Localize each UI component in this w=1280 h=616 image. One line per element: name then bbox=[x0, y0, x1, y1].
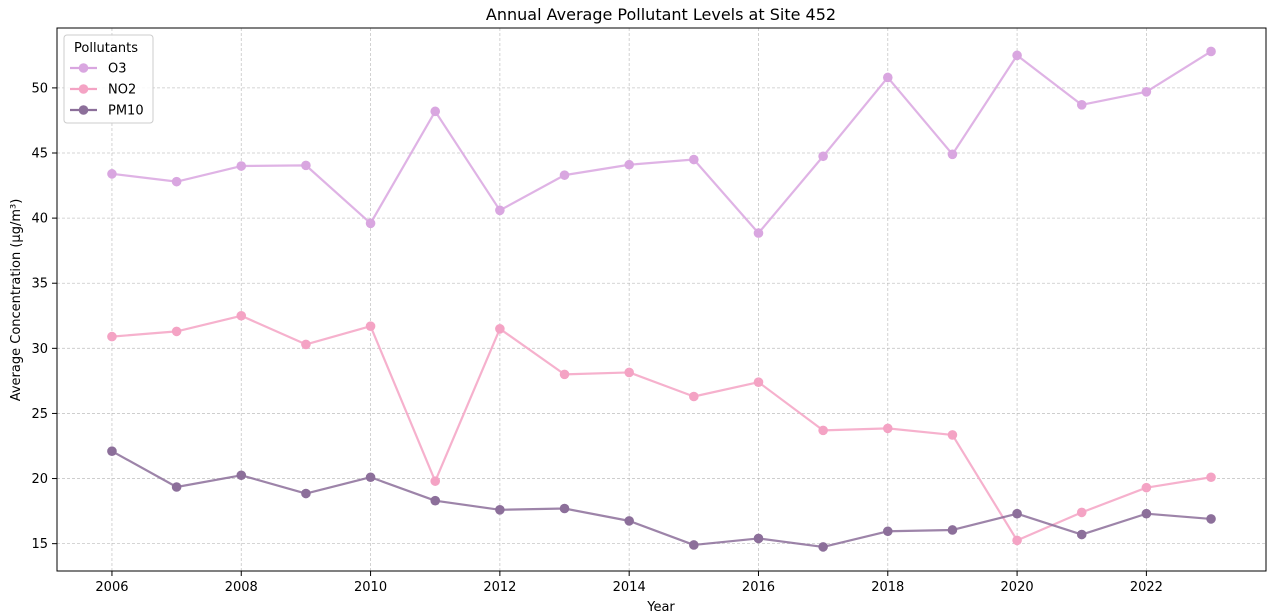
data-point-pm10 bbox=[947, 525, 958, 535]
x-tick-label: 2012 bbox=[483, 580, 516, 595]
series-pm10 bbox=[107, 446, 1216, 552]
data-point-no2 bbox=[365, 321, 376, 331]
data-point-pm10 bbox=[495, 504, 505, 515]
data-point-pm10 bbox=[1076, 529, 1087, 540]
data-point-pm10 bbox=[882, 526, 893, 537]
legend-label: NO2 bbox=[108, 83, 136, 98]
data-point-no2 bbox=[753, 377, 764, 387]
data-point-no2 bbox=[495, 323, 505, 334]
data-point-pm10 bbox=[430, 495, 441, 506]
data-point-no2 bbox=[1012, 535, 1022, 546]
legend-item-o3: O3 bbox=[70, 62, 127, 77]
data-point-o3 bbox=[365, 218, 376, 229]
x-tick-label: 2014 bbox=[613, 580, 646, 595]
data-point-pm10 bbox=[689, 540, 699, 550]
x-axis-label: Year bbox=[646, 600, 675, 615]
x-tick-label: 2006 bbox=[95, 580, 128, 595]
data-point-pm10 bbox=[1206, 514, 1216, 524]
legend-title: Pollutants bbox=[74, 41, 138, 56]
x-tick-label: 2008 bbox=[225, 580, 258, 595]
data-point-no2 bbox=[430, 476, 441, 486]
series-line-o3 bbox=[111, 50, 1212, 235]
y-tick-label: 45 bbox=[31, 147, 48, 162]
data-point-no2 bbox=[1206, 472, 1216, 483]
data-point-o3 bbox=[1141, 87, 1152, 97]
data-point-no2 bbox=[1141, 482, 1152, 493]
y-tick-label: 35 bbox=[31, 277, 48, 292]
data-point-o3 bbox=[818, 151, 828, 162]
data-point-no2 bbox=[236, 310, 247, 321]
legend-swatch-marker bbox=[78, 63, 89, 73]
y-axis-label: Average Concentration (µg/m³) bbox=[9, 199, 24, 402]
data-point-no2 bbox=[301, 339, 311, 350]
y-tick-label: 40 bbox=[31, 212, 48, 227]
legend-box bbox=[63, 34, 154, 124]
data-point-pm10 bbox=[1012, 508, 1022, 519]
data-point-pm10 bbox=[236, 470, 247, 481]
data-point-no2 bbox=[107, 331, 117, 342]
data-point-pm10 bbox=[107, 446, 117, 457]
data-point-o3 bbox=[947, 149, 958, 160]
x-tick-label: 2020 bbox=[1001, 580, 1034, 595]
x-tick-label: 2010 bbox=[354, 580, 387, 595]
grid-layer bbox=[57, 28, 1266, 571]
legend-label: PM10 bbox=[108, 104, 144, 119]
y-tick-label: 20 bbox=[31, 472, 48, 487]
x-tick-label: 2022 bbox=[1130, 580, 1163, 595]
data-point-pm10 bbox=[301, 488, 311, 499]
series-line-no2 bbox=[111, 314, 1212, 542]
x-tick-label: 2018 bbox=[871, 580, 904, 595]
data-point-o3 bbox=[430, 106, 441, 117]
data-point-o3 bbox=[689, 154, 699, 165]
data-point-o3 bbox=[559, 170, 570, 180]
series-line-pm10 bbox=[111, 450, 1212, 549]
data-point-o3 bbox=[753, 228, 764, 238]
tick-layer: 2006 2008 2010 2012 2014 2016 2018 2020 2022 15 20… bbox=[31, 81, 1162, 595]
data-point-no2 bbox=[882, 423, 893, 434]
data-point-no2 bbox=[818, 425, 828, 436]
data-point-pm10 bbox=[365, 472, 376, 483]
y-tick-label: 50 bbox=[31, 81, 48, 96]
y-tick-label: 15 bbox=[31, 537, 48, 552]
data-point-o3 bbox=[236, 161, 247, 171]
data-point-o3 bbox=[495, 205, 505, 216]
legend-swatch-marker bbox=[78, 105, 89, 115]
series-layer bbox=[107, 46, 1216, 552]
data-point-o3 bbox=[1076, 100, 1087, 110]
data-point-o3 bbox=[1206, 46, 1216, 57]
data-point-o3 bbox=[882, 72, 893, 83]
legend-items: O3 NO2 PM10 bbox=[70, 62, 144, 119]
data-point-pm10 bbox=[753, 533, 764, 544]
y-tick-label: 30 bbox=[31, 342, 48, 357]
data-point-pm10 bbox=[559, 503, 570, 514]
data-point-no2 bbox=[559, 369, 570, 380]
x-tick-label: 2016 bbox=[742, 580, 775, 595]
y-tick-label: 25 bbox=[31, 407, 48, 422]
data-point-o3 bbox=[171, 176, 182, 187]
data-point-no2 bbox=[689, 391, 699, 402]
data-point-pm10 bbox=[818, 542, 828, 552]
chart-title: Annual Average Pollutant Levels at Site … bbox=[486, 5, 836, 24]
data-point-o3 bbox=[107, 169, 117, 179]
legend-label: O3 bbox=[108, 62, 127, 77]
legend-item-no2: NO2 bbox=[70, 83, 136, 98]
data-point-o3 bbox=[624, 159, 634, 170]
legend: Pollutants O3 NO2 PM10 bbox=[63, 34, 154, 124]
data-point-pm10 bbox=[1141, 508, 1152, 519]
data-point-o3 bbox=[1012, 50, 1022, 61]
data-point-no2 bbox=[171, 326, 182, 337]
data-point-o3 bbox=[301, 160, 311, 171]
series-o3 bbox=[107, 46, 1216, 238]
data-point-no2 bbox=[947, 430, 958, 440]
legend-item-pm10: PM10 bbox=[70, 104, 144, 119]
legend-swatch-marker bbox=[78, 84, 89, 94]
data-point-pm10 bbox=[624, 516, 634, 526]
series-no2 bbox=[107, 310, 1216, 546]
data-point-pm10 bbox=[171, 482, 182, 492]
data-point-no2 bbox=[1076, 507, 1087, 518]
data-point-no2 bbox=[624, 367, 634, 378]
plot-frame bbox=[56, 27, 1267, 572]
